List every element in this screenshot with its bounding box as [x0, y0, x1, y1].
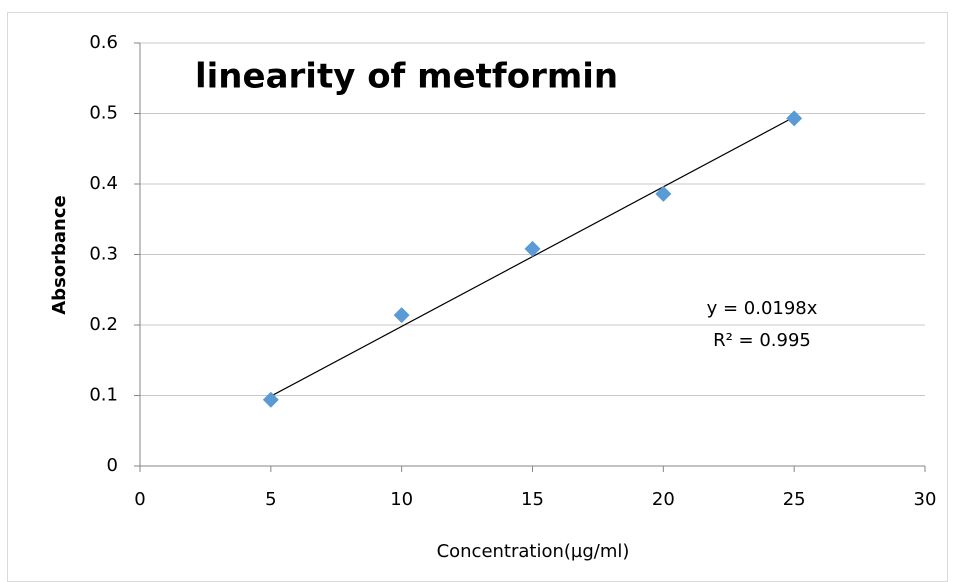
y-tick-label: 0.2	[89, 314, 118, 335]
x-tick-label: 10	[390, 489, 413, 510]
x-axis-title: Concentration(µg/ml)	[437, 541, 630, 562]
x-tick-label: 25	[783, 489, 806, 510]
data-point	[524, 240, 541, 257]
data-point	[262, 391, 279, 408]
y-tick-label: 0.3	[89, 244, 118, 265]
x-tick-label: 15	[521, 489, 544, 510]
data-point	[655, 185, 672, 202]
trendline-equation: y = 0.0198x	[707, 298, 818, 319]
y-tick-label: 0	[107, 455, 118, 476]
x-tick-label: 5	[265, 489, 276, 510]
y-tick-label: 0.1	[89, 385, 118, 406]
y-axis-title: Absorbance	[49, 195, 70, 315]
x-tick-label: 30	[914, 489, 937, 510]
data-point	[786, 110, 803, 127]
chart-title: linearity of metformin	[195, 57, 618, 97]
x-tick-label: 0	[134, 489, 145, 510]
chart-border	[7, 12, 948, 582]
x-tick-label: 20	[652, 489, 675, 510]
y-tick-label: 0.6	[89, 32, 118, 53]
data-point	[393, 307, 410, 324]
trendline-r-squared: R² = 0.995	[713, 330, 811, 351]
y-tick-label: 0.5	[89, 103, 118, 124]
y-tick-label: 0.4	[89, 173, 118, 194]
